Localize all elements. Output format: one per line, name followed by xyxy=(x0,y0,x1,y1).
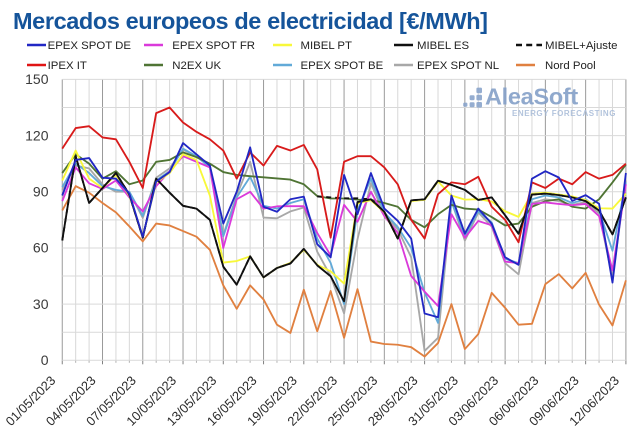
svg-text:MIBEL ES: MIBEL ES xyxy=(417,40,470,52)
svg-text:ENERGY FORECASTING: ENERGY FORECASTING xyxy=(512,109,616,118)
svg-text:AleaSoft: AleaSoft xyxy=(485,84,578,110)
svg-text:MIBEL+Ajuste: MIBEL+Ajuste xyxy=(545,40,618,52)
svg-text:90: 90 xyxy=(33,184,49,200)
svg-text:EPEX SPOT DE: EPEX SPOT DE xyxy=(48,40,132,52)
svg-text:MIBEL PT: MIBEL PT xyxy=(301,40,353,52)
svg-text:EPEX SPOT NL: EPEX SPOT NL xyxy=(417,60,499,72)
svg-text:IPEX IT: IPEX IT xyxy=(48,60,87,72)
svg-text:150: 150 xyxy=(25,71,49,87)
svg-text:60: 60 xyxy=(33,240,49,256)
svg-text:30: 30 xyxy=(33,296,49,312)
svg-text:0: 0 xyxy=(41,352,49,368)
svg-text:120: 120 xyxy=(25,127,49,143)
svg-text:Nord Pool: Nord Pool xyxy=(545,60,596,72)
svg-text:EPEX SPOT FR: EPEX SPOT FR xyxy=(172,40,255,52)
svg-text:N2EX UK: N2EX UK xyxy=(172,60,221,72)
svg-text:EPEX SPOT BE: EPEX SPOT BE xyxy=(301,60,384,72)
svg-text:Mercados europeos de electrici: Mercados europeos de electricidad [€/MWh… xyxy=(13,8,488,34)
